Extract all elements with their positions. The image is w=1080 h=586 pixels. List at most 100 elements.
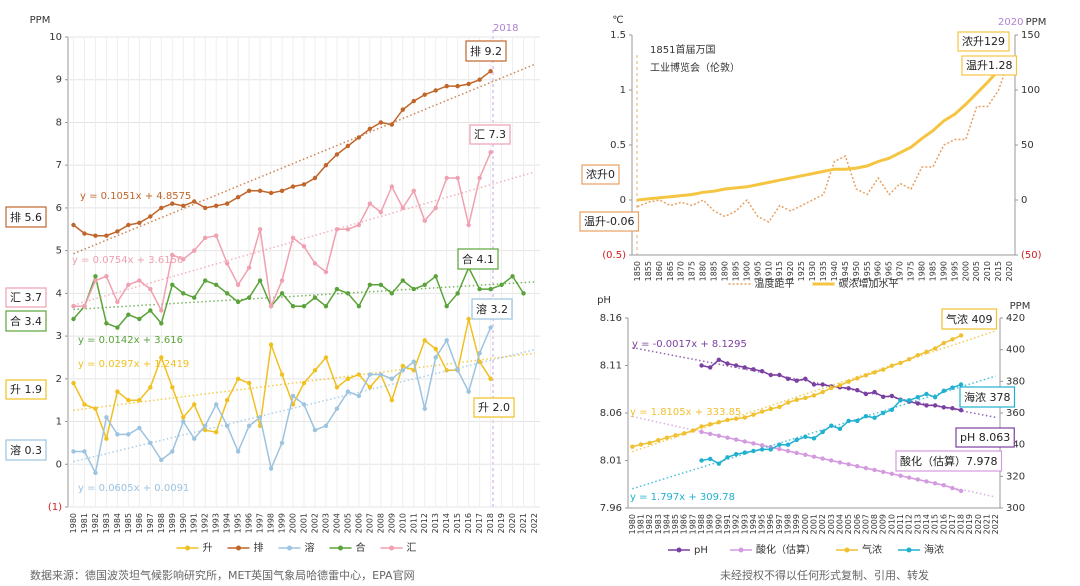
data-point [477, 175, 482, 181]
x-tick-label: 1920 [786, 261, 795, 281]
data-point [682, 431, 687, 436]
x-tick-label: 1994 [223, 513, 232, 533]
data-point [422, 92, 427, 97]
data-point [707, 365, 713, 370]
data-point [837, 383, 843, 388]
x-tick-label: 2003 [827, 514, 836, 534]
data-point [941, 405, 946, 410]
data-point [301, 303, 307, 309]
data-point [444, 303, 449, 309]
x-tick-label: 2016 [939, 514, 948, 534]
x-tick-label: 2017 [475, 513, 484, 533]
data-point [950, 385, 955, 390]
data-point [872, 415, 877, 420]
x-tick-label: 2012 [420, 513, 429, 533]
x-tick-label: 1989 [168, 513, 177, 533]
data-point [367, 126, 373, 132]
x-tick-label: 1980 [917, 261, 926, 281]
callout-box [581, 164, 620, 185]
data-point [803, 376, 808, 381]
x-tick-label: 1982 [645, 514, 654, 534]
data-point [881, 394, 886, 400]
data-point [389, 376, 395, 382]
data-point [751, 412, 756, 417]
data-point [699, 429, 704, 435]
data-point [941, 388, 946, 394]
data-point [777, 372, 782, 378]
data-point [312, 295, 318, 300]
data-point [906, 398, 912, 403]
x-tick-label: 2000 [961, 261, 970, 281]
data-point [192, 402, 197, 407]
data-point [855, 388, 860, 393]
data-point [898, 473, 903, 478]
data-point [192, 248, 197, 253]
data-point [334, 152, 340, 157]
data-point [941, 340, 946, 346]
data-point [855, 376, 860, 381]
data-point [777, 446, 782, 452]
x-tick-label: 2020 [508, 513, 517, 533]
data-point [104, 321, 109, 326]
callout-label: 升 2.0 [478, 401, 510, 414]
data-point [71, 222, 76, 228]
x-tick-label: 1855 [644, 261, 653, 281]
data-point [334, 385, 340, 390]
x-tick-label: 2010 [983, 261, 992, 281]
data-point [656, 438, 661, 443]
x-tick-label: 2009 [879, 514, 888, 534]
x-tick-label: 1960 [874, 261, 883, 281]
data-point [846, 386, 851, 391]
x-tick-label: 1983 [654, 514, 663, 534]
callout-box [465, 40, 507, 62]
data-point [759, 369, 765, 374]
data-point [733, 451, 739, 457]
data-point [707, 422, 713, 427]
data-point [889, 471, 895, 476]
data-point [159, 321, 164, 326]
data-point [203, 205, 208, 211]
y-tick-label: 8.01 [600, 456, 622, 467]
callout-box [471, 298, 513, 320]
x-tick-label: 2000 [801, 514, 810, 534]
data-point [126, 432, 131, 437]
legend-marker [844, 547, 850, 553]
data-point [932, 394, 938, 400]
data-point [455, 175, 460, 181]
x-tick-label: 2001 [810, 514, 819, 534]
series-line [72, 265, 525, 329]
data-point [647, 440, 652, 446]
y2-tick-label: 0 [1021, 195, 1027, 206]
data-point [742, 450, 747, 455]
x-tick-label: 1945 [841, 261, 850, 281]
x-tick-label: 1910 [764, 261, 773, 281]
data-point [690, 428, 696, 433]
data-point [93, 274, 98, 279]
data-point [378, 209, 384, 215]
data-point [345, 227, 351, 232]
x-tick-label: 1995 [234, 513, 243, 533]
callout-label: 浓升129 [962, 35, 1005, 48]
trend-line [632, 375, 996, 490]
data-point [915, 477, 921, 482]
data-point [115, 432, 120, 437]
data-point [213, 402, 219, 407]
data-point [881, 410, 886, 416]
y-tick-label: 8.11 [600, 361, 622, 372]
callout-box [5, 287, 47, 308]
x-tick-label: 1993 [212, 513, 221, 533]
data-point [345, 389, 351, 394]
data-point [279, 440, 285, 446]
legend-label: 合 [356, 541, 366, 554]
y-tick-label: 1.5 [610, 30, 626, 41]
x-tick-label: 2021 [519, 513, 528, 533]
x-tick-label: 1999 [278, 513, 287, 533]
data-point [213, 282, 219, 288]
data-point [411, 98, 416, 104]
data-point [356, 393, 362, 399]
data-point [268, 303, 274, 309]
x-tick-label: 1999 [792, 514, 801, 534]
x-tick-label: 2020 [974, 514, 983, 534]
data-point [235, 449, 241, 454]
data-point [488, 325, 493, 330]
